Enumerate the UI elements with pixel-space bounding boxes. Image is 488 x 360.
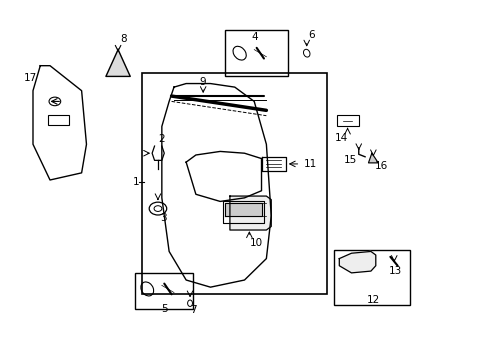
Bar	[224, 30, 287, 76]
Polygon shape	[224, 203, 261, 216]
Polygon shape	[229, 196, 271, 230]
Text: 17: 17	[24, 73, 37, 83]
Text: 5: 5	[161, 303, 167, 314]
Polygon shape	[339, 251, 375, 273]
Text: 16: 16	[374, 161, 387, 171]
Text: 15: 15	[343, 156, 356, 165]
Text: 10: 10	[249, 238, 263, 248]
Text: 11: 11	[303, 159, 316, 169]
Polygon shape	[106, 50, 130, 76]
Bar	[142, 73, 326, 294]
Text: 7: 7	[190, 305, 196, 315]
Text: 1: 1	[133, 177, 140, 187]
Bar	[336, 115, 358, 126]
Bar	[334, 249, 409, 305]
Bar	[47, 114, 69, 125]
Text: 13: 13	[388, 266, 401, 276]
Text: 9: 9	[200, 77, 206, 87]
Text: 14: 14	[334, 133, 347, 143]
Text: 4: 4	[251, 32, 258, 42]
Text: 6: 6	[307, 30, 314, 40]
Bar	[135, 273, 193, 309]
Text: 2: 2	[158, 134, 165, 144]
Polygon shape	[368, 153, 377, 163]
Text: 12: 12	[366, 295, 379, 305]
Text: 3: 3	[160, 212, 166, 222]
Text: 8: 8	[121, 34, 127, 44]
